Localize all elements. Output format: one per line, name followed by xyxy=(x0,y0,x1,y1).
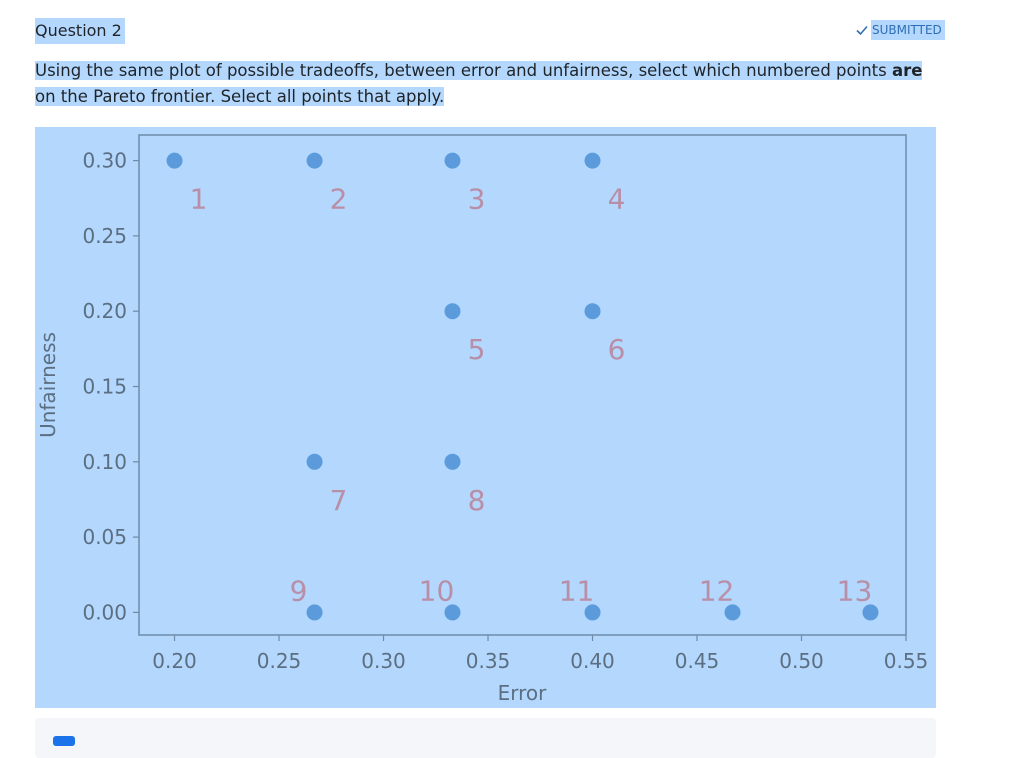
status-text: SUBMITTED xyxy=(871,20,945,40)
x-tick-label: 0.45 xyxy=(675,649,720,673)
data-point-2 xyxy=(306,152,323,169)
y-tick-label: 0.10 xyxy=(82,450,127,474)
plot-area xyxy=(138,134,907,636)
y-tick-label: 0.20 xyxy=(82,299,127,323)
x-axis: 0.20 0.25 0.30 0.35 0.40 0.45 0.50 0.55 xyxy=(152,635,928,673)
data-point-9 xyxy=(306,604,323,621)
y-tick-label: 0.05 xyxy=(82,525,127,549)
check-icon xyxy=(856,25,868,36)
data-point-6 xyxy=(584,303,601,320)
x-tick-label: 0.50 xyxy=(779,649,824,673)
question-text: Using the same plot of possible tradeoff… xyxy=(35,58,945,110)
data-point-12 xyxy=(724,604,741,621)
point-label-11: 11 xyxy=(559,574,595,607)
data-point-11 xyxy=(584,604,601,621)
submitted-status: SUBMITTED xyxy=(855,20,945,40)
point-label-3: 3 xyxy=(468,183,486,216)
data-point-3 xyxy=(444,152,461,169)
checkbox-icon[interactable] xyxy=(53,736,75,746)
data-points: 1 2 3 45 67 89 10 11 12 13 xyxy=(166,152,879,621)
point-label-9: 9 xyxy=(290,574,308,607)
x-axis-label: Error xyxy=(498,681,548,705)
y-tick-label: 0.25 xyxy=(82,224,127,248)
point-label-6: 6 xyxy=(608,333,626,366)
data-point-10 xyxy=(444,604,461,621)
point-label-2: 2 xyxy=(330,183,348,216)
point-label-1: 1 xyxy=(190,183,208,216)
x-tick-label: 0.20 xyxy=(152,649,197,673)
x-tick-label: 0.30 xyxy=(361,649,406,673)
y-tick-label: 0.30 xyxy=(82,149,127,173)
point-label-13: 13 xyxy=(837,574,873,607)
y-tick-label: 0.15 xyxy=(82,375,127,399)
point-label-4: 4 xyxy=(608,183,626,216)
y-tick-label: 0.00 xyxy=(82,600,127,624)
question-text-bold: are xyxy=(891,61,923,80)
data-point-8 xyxy=(444,453,461,470)
data-point-13 xyxy=(862,604,879,621)
y-axis-label: Unfairness xyxy=(36,332,60,438)
next-question-card xyxy=(35,718,936,758)
data-point-4 xyxy=(584,152,601,169)
question-text-before: Using the same plot of possible tradeoff… xyxy=(35,61,892,80)
data-point-1 xyxy=(166,152,183,169)
x-tick-label: 0.25 xyxy=(257,649,302,673)
x-tick-label: 0.55 xyxy=(884,649,929,673)
tradeoff-plot: 0.00 0.05 0.10 0.15 0.20 0.25 0.30 0.20 0.25 0.3… xyxy=(35,127,936,708)
scatter-chart: 0.00 0.05 0.10 0.15 0.20 0.25 0.30 0.20 0.25 0.3… xyxy=(36,134,928,705)
data-point-7 xyxy=(306,453,323,470)
question-text-after: on the Pareto frontier. Select all point… xyxy=(35,87,445,106)
point-label-7: 7 xyxy=(330,484,348,517)
data-point-5 xyxy=(444,303,461,320)
point-label-8: 8 xyxy=(468,484,486,517)
point-label-5: 5 xyxy=(468,333,486,366)
x-tick-label: 0.35 xyxy=(466,649,511,673)
y-axis: 0.00 0.05 0.10 0.15 0.20 0.25 0.30 xyxy=(82,149,139,624)
x-tick-label: 0.40 xyxy=(570,649,615,673)
point-label-10: 10 xyxy=(419,574,455,607)
point-label-12: 12 xyxy=(699,574,735,607)
question-title: Question 2 xyxy=(35,18,125,44)
